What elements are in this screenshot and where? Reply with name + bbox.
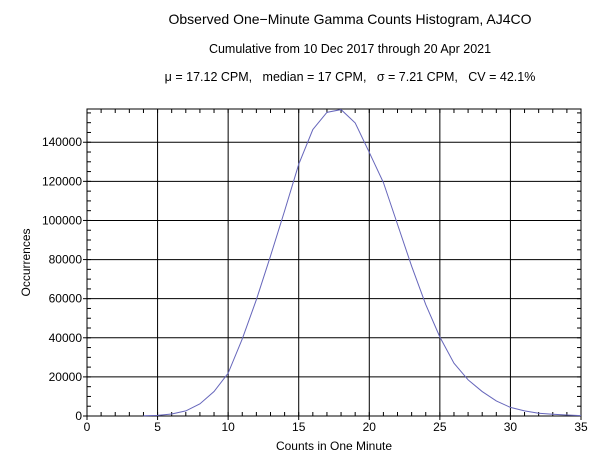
x-tick-label: 15 [292,420,306,434]
y-tick-label: 0 [75,409,82,423]
x-tick-label: 25 [433,420,447,434]
x-tick-label: 35 [574,420,588,434]
chart-subtitle: Cumulative from 10 Dec 2017 through 20 A… [208,42,492,56]
chart-title: Observed One−Minute Gamma Counts Histogr… [168,11,532,27]
x-tick-label: 0 [84,420,91,434]
y-tick-label: 100000 [42,213,82,227]
x-tick-label: 10 [221,420,235,434]
x-tick-label: 20 [363,420,377,434]
series-line [143,109,582,417]
chart-stats: μ = 17.12 CPM, median = 17 CPM, σ = 7.21… [164,70,536,84]
y-axis-label: Occurrences [19,228,33,296]
y-tick-label: 60000 [49,292,83,306]
y-tick-label: 80000 [49,253,83,267]
x-tick-label: 30 [504,420,518,434]
x-tick-label: 5 [154,420,161,434]
y-tick-label: 120000 [42,174,82,188]
y-tick-label: 140000 [42,135,82,149]
y-tick-label: 40000 [49,331,83,345]
x-axis-label: Counts in One Minute [276,439,392,453]
y-tick-label: 20000 [49,370,83,384]
plot-frame [86,108,582,417]
